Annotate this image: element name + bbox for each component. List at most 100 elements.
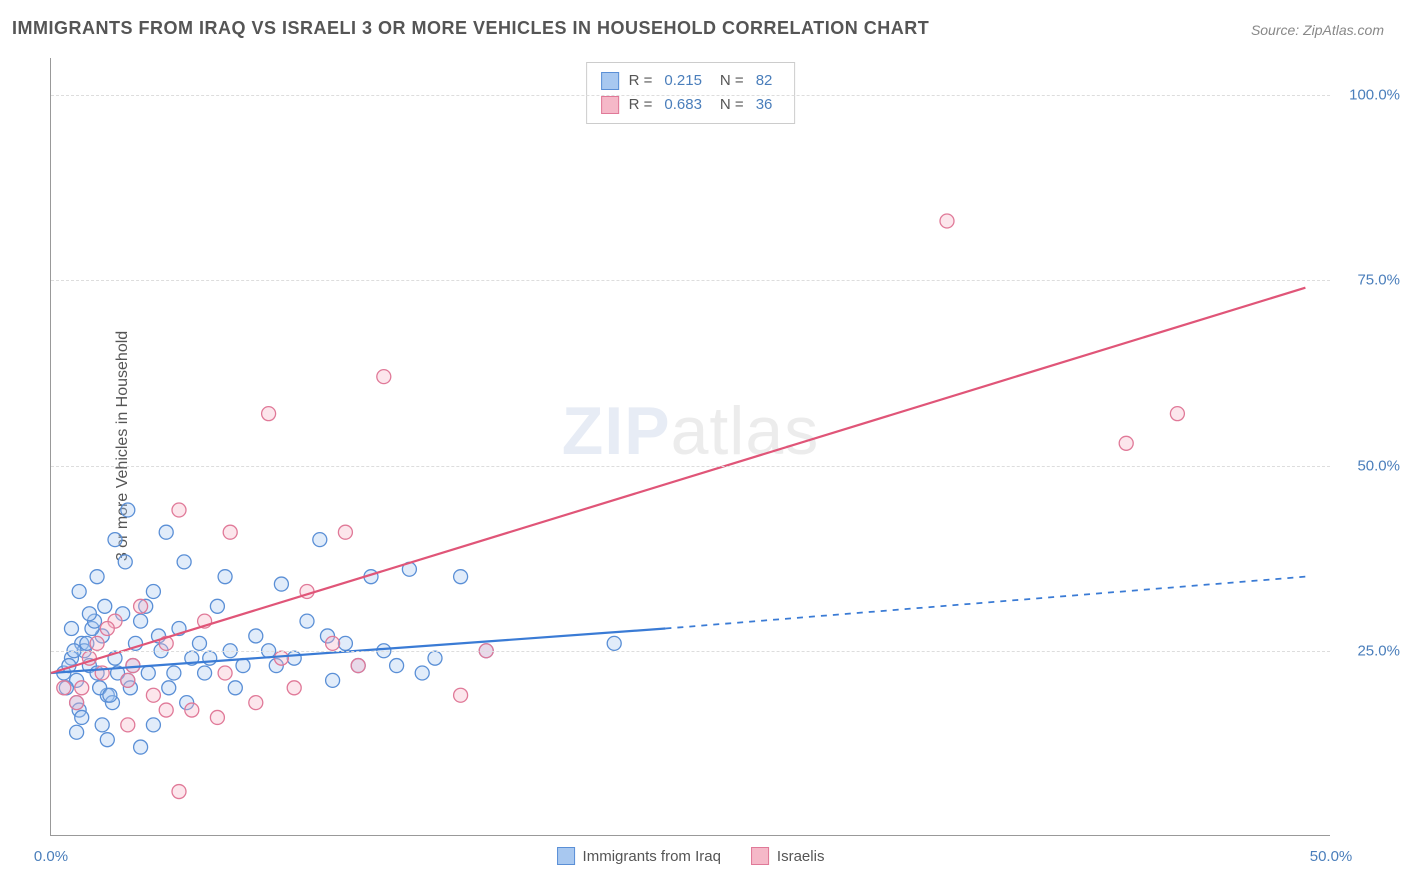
scatter-point — [287, 651, 301, 665]
stats-legend-row: R = 0.215 N = 82 — [601, 69, 781, 93]
scatter-point — [100, 733, 114, 747]
scatter-point — [70, 696, 84, 710]
scatter-point — [390, 659, 404, 673]
scatter-point — [146, 688, 160, 702]
scatter-point — [121, 503, 135, 517]
scatter-point — [313, 533, 327, 547]
stat-r-value: 0.215 — [664, 69, 702, 93]
scatter-point — [177, 555, 191, 569]
scatter-point — [218, 666, 232, 680]
scatter-point — [1170, 407, 1184, 421]
scatter-point — [249, 696, 263, 710]
scatter-point — [108, 533, 122, 547]
stat-r-label: R = — [629, 93, 653, 117]
scatter-point — [338, 525, 352, 539]
scatter-point — [162, 681, 176, 695]
scatter-point — [121, 718, 135, 732]
scatter-point — [300, 614, 314, 628]
scatter-point — [351, 659, 365, 673]
scatter-point — [159, 525, 173, 539]
y-tick-label: 75.0% — [1340, 272, 1400, 289]
scatter-point — [192, 636, 206, 650]
scatter-point — [141, 666, 155, 680]
chart-svg — [51, 58, 1330, 835]
scatter-point — [121, 673, 135, 687]
x-tick-label: 50.0% — [1310, 848, 1353, 865]
scatter-point — [126, 659, 140, 673]
scatter-point — [415, 666, 429, 680]
stat-n-label: N = — [720, 69, 744, 93]
scatter-point — [428, 651, 442, 665]
scatter-point — [236, 659, 250, 673]
scatter-point — [103, 688, 117, 702]
stat-n-label: N = — [720, 93, 744, 117]
legend-label: Israelis — [777, 848, 825, 865]
scatter-point — [326, 673, 340, 687]
scatter-point — [249, 629, 263, 643]
scatter-point — [90, 636, 104, 650]
legend-swatch — [601, 72, 619, 90]
scatter-point — [454, 570, 468, 584]
scatter-point — [223, 525, 237, 539]
scatter-point — [98, 599, 112, 613]
scatter-point — [454, 688, 468, 702]
gridline-h — [51, 466, 1330, 467]
scatter-point — [72, 584, 86, 598]
y-tick-label: 25.0% — [1340, 642, 1400, 659]
bottom-legend: Immigrants from Iraq Israelis — [557, 847, 825, 865]
scatter-point — [1119, 436, 1133, 450]
scatter-point — [203, 651, 217, 665]
gridline-h — [51, 280, 1330, 281]
scatter-point — [90, 570, 104, 584]
scatter-point — [210, 599, 224, 613]
scatter-point — [57, 681, 71, 695]
stat-r-label: R = — [629, 69, 653, 93]
scatter-point — [134, 614, 148, 628]
scatter-point — [167, 666, 181, 680]
legend-swatch — [601, 96, 619, 114]
gridline-h — [51, 95, 1330, 96]
scatter-point — [185, 703, 199, 717]
scatter-point — [100, 622, 114, 636]
bottom-legend-item: Immigrants from Iraq — [557, 847, 721, 865]
scatter-point — [218, 570, 232, 584]
scatter-point — [146, 584, 160, 598]
stat-n-value: 36 — [756, 93, 773, 117]
stats-legend-row: R = 0.683 N = 36 — [601, 93, 781, 117]
scatter-point — [134, 599, 148, 613]
scatter-point — [940, 214, 954, 228]
regression-line — [51, 288, 1305, 673]
scatter-point — [146, 718, 160, 732]
regression-line-dashed — [665, 577, 1305, 629]
scatter-point — [274, 651, 288, 665]
scatter-point — [64, 622, 78, 636]
scatter-point — [338, 636, 352, 650]
scatter-point — [95, 718, 109, 732]
scatter-point — [172, 503, 186, 517]
scatter-point — [607, 636, 621, 650]
scatter-point — [287, 681, 301, 695]
stats-legend: R = 0.215 N = 82 R = 0.683 N = 36 — [586, 62, 796, 124]
scatter-point — [172, 785, 186, 799]
scatter-point — [75, 681, 89, 695]
scatter-point — [377, 370, 391, 384]
scatter-point — [262, 407, 276, 421]
stat-n-value: 82 — [756, 69, 773, 93]
scatter-point — [228, 681, 242, 695]
scatter-point — [82, 607, 96, 621]
stat-r-value: 0.683 — [664, 93, 702, 117]
scatter-point — [70, 725, 84, 739]
x-tick-label: 0.0% — [34, 848, 68, 865]
legend-swatch — [557, 847, 575, 865]
scatter-point — [118, 555, 132, 569]
scatter-point — [326, 636, 340, 650]
y-tick-label: 50.0% — [1340, 457, 1400, 474]
scatter-point — [198, 666, 212, 680]
legend-swatch — [751, 847, 769, 865]
chart-title: IMMIGRANTS FROM IRAQ VS ISRAELI 3 OR MOR… — [12, 18, 929, 39]
scatter-point — [75, 710, 89, 724]
gridline-h — [51, 651, 1330, 652]
source-label: Source: ZipAtlas.com — [1251, 22, 1384, 38]
scatter-point — [274, 577, 288, 591]
scatter-point — [134, 740, 148, 754]
